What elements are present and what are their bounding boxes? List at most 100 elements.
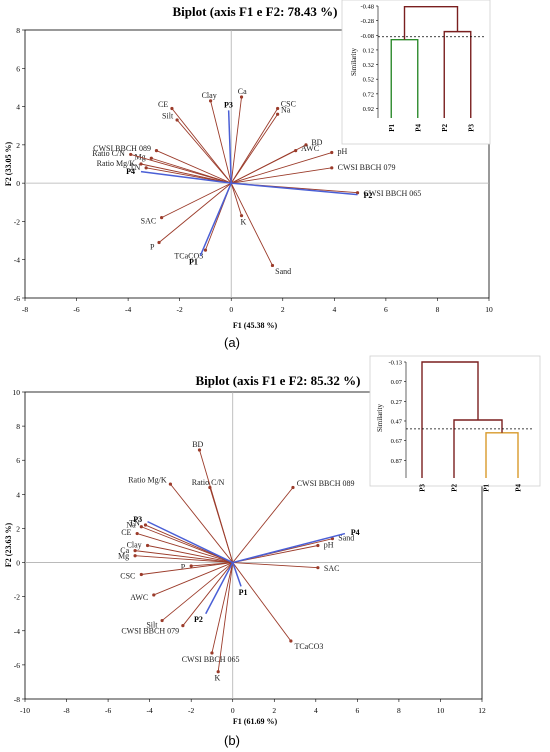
dendrogram-b-leaf-p3: P3 [419,484,427,492]
biplot-b-xtick-label: 12 [478,706,486,715]
biplot-b-label-p: P [181,562,186,571]
biplot-a-xtick-label: 4 [332,305,336,314]
biplot-b-point-ce [135,531,139,536]
biplot-b-label-ratio-c-n: Ratio C/N [192,478,225,487]
biplot-b-point-cwsi-bbch-079 [181,624,185,628]
biplot-a-label-sand: Sand [275,267,291,276]
biplot-b-xtick-label: -2 [188,706,194,715]
biplot-a-point-mg [149,156,153,160]
dendrogram-a-leaf-p1: P1 [388,124,396,132]
biplot-a-label-cwsi-bbch-079: CWSI BBCH 079 [338,163,396,172]
biplot-a-obs-vector-p2 [231,182,358,196]
biplot-a-label-ph: pH [337,147,347,156]
biplot-a-xtick-label: 10 [485,305,493,314]
biplot-b-label-k: K [215,674,221,683]
biplot-b-point-tcaco3 [289,639,293,643]
biplot-b-xtick-label: 10 [437,706,445,715]
biplot-b-label-cwsi-bbch-065: CWSI BBCH 065 [182,655,240,664]
biplot-a-point-cwsi-bbch-065 [355,191,360,195]
biplot-b-label-mg: Mg [118,551,129,560]
biplot-b-vector-mg [135,555,233,564]
biplot-a-plot: -8 -6 -4 -2 0 2 4 6 8 10-6-4-202468CaCSCNaClayCES… [14,26,493,314]
biplot-b-obs-label-p3: P3 [133,515,142,524]
biplot-b-point-k [216,670,220,674]
dendrogram-a-ytick-label: 0.92 [363,106,374,113]
biplot-b-frame [24,391,483,700]
biplot-b-vector-ratio-c-n [209,487,234,563]
dendrogram-a-ylabel: Similarity [350,48,358,77]
biplot-b-ytick-label: 0 [16,559,20,568]
biplot-b-xtick-label: 8 [397,706,401,715]
biplot-a-xtick-label: -8 [22,305,28,314]
biplot-b-label-clay: Clay [127,540,142,549]
biplot-b-point-ratio-c-n [208,485,212,490]
dendrogram-a-ytick-label: 0.72 [363,91,374,98]
biplot-b-vector-tcaco3 [232,562,292,642]
biplot-b-obs-vector-p2 [205,562,234,615]
biplot-a-label-csc: CSC [281,99,296,108]
biplot-b-point-cwsi-bbch-065 [210,651,214,655]
biplot-a-point-silt [175,118,179,122]
biplot-a-xlabel: F1 (45.38 %) [233,321,278,330]
biplot-b-xtick-label: -4 [147,706,153,715]
biplot-b-label-ph: pH [324,540,334,549]
biplot-b-xtick-label: -8 [63,706,69,715]
biplot-b-ytick-label: -2 [14,593,20,602]
biplot-a-point-ratio-c-n [129,152,133,157]
biplot-a-point-cwsi-bbch-079 [330,166,334,170]
biplot-b-vector-awc [153,562,233,596]
biplot-b-ytick-label: 4 [16,490,20,499]
biplot-b-obs-vector-p1 [232,562,242,587]
biplot-a-xtick-label: 2 [281,305,285,314]
biplot-a-label-silt: Silt [162,111,174,120]
biplot-b-vector-ph [232,545,318,563]
biplot-b-vector-ce [137,533,233,563]
biplot-b-point-ph [316,543,320,548]
dendrogram-a-branch-p1-p4-p2-p3 [403,6,459,40]
dendrogram-b-ytick-label: 0.47 [391,418,403,425]
biplot-a-point-sand [270,263,275,268]
biplot-b-point-csc [139,572,143,577]
biplot-a-label-tn: TN [130,163,141,172]
biplot-a-label-clay: Clay [202,91,217,100]
biplot-b-label-na: Na [126,521,136,530]
biplot-a-point-ca [239,95,244,99]
biplot-a-title: Biplot (axis F1 e F2: 78.43 %) [172,4,337,19]
biplot-a-point-tn [144,166,148,170]
biplot-a-label-ca: Ca [238,87,247,96]
biplot-b-label-cwsi-bbch-079: CWSI BBCH 079 [121,626,179,635]
biplot-b-obs-vector-p3 [147,520,234,564]
biplot-b-vector-cwsi-bbch-065 [211,562,234,654]
dendrogram-a-plot: -0.48 -0.28 -0.08 0.12 0.32 0.52 0.72 0.92 P1 P4 P… [360,4,484,132]
biplot-b-label-ca: Ca [120,546,129,555]
biplot-a-xtick-label: 6 [384,305,388,314]
biplot-b-point-mg [133,554,137,558]
dendrogram-b-ytick-label: 0.27 [391,399,403,406]
dendrogram-a-ytick-label: -0.48 [360,4,374,11]
dendrogram-a-leaf-p2: P2 [441,124,449,132]
biplot-a-label-cwsi-bbch-089: CWSI BBCH 089 [93,144,151,153]
biplot-b-xlabel: F1 (61.69 %) [233,717,278,726]
biplot-a-obs-label-p1: P1 [189,257,198,266]
biplot-a-label-sac: SAC [141,216,157,225]
biplot-a-vector-csc [230,108,279,184]
biplot-b-ytick-label: -4 [14,627,20,636]
biplot-b-vector-sac [232,562,318,569]
biplot-a-vector-cwsi-bbch-079 [231,167,332,184]
biplot-a-obs-label-p3: P3 [224,100,233,109]
biplot-b-label-sac: SAC [324,564,340,573]
biplot-b-vector-ratio-mg-k [170,483,234,563]
biplot-b-obs-label-p1: P1 [239,588,248,597]
biplot-a-label-p: P [150,242,155,251]
dendrogram-b-leaf-p4: P4 [515,484,523,492]
dendrogram-b-branch-p3-p2-p1-p4 [421,361,479,478]
biplot-b-vector-silt [161,562,234,621]
biplot-a-xtick-label: -4 [125,305,131,314]
biplot-a-point-tcaco3 [203,248,208,252]
biplot-a-label-tcaco3: TCaCO3 [174,252,203,261]
panel-b-caption: (b) [224,733,240,748]
biplot-a-ytick-label: 4 [16,103,20,112]
biplot-a-xtick-label: 8 [436,305,440,314]
dendrogram-b-leaf-p2: P2 [451,484,459,492]
biplot-b-xtick-label: 0 [231,706,235,715]
